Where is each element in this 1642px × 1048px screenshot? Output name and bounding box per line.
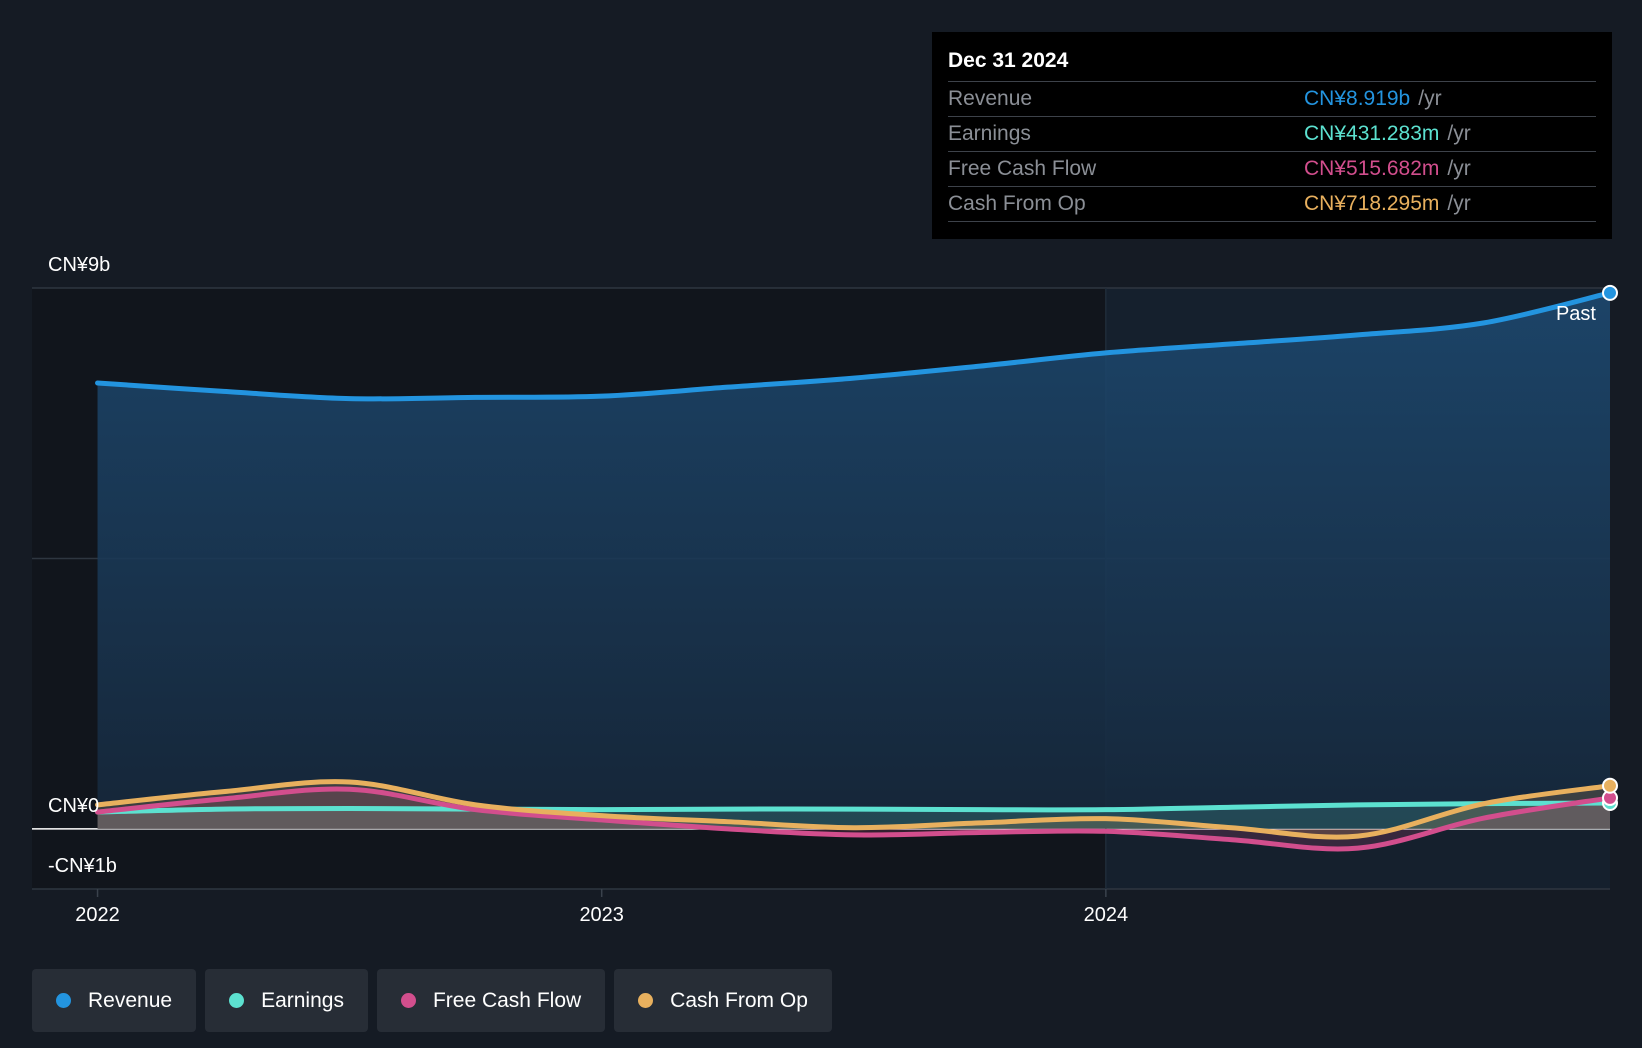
area-free-cash-flow	[97, 788, 1611, 849]
legend-item-free-cash-flow[interactable]: Free Cash Flow	[376, 969, 606, 1032]
legend-item-revenue[interactable]: Revenue	[32, 969, 197, 1032]
tooltip-unit: /yr	[1447, 122, 1471, 145]
line-revenue	[95, 290, 1613, 402]
legend-dot-icon	[400, 993, 416, 1008]
tooltip-unit: /yr	[1418, 87, 1442, 110]
y-tick-label: CN¥9b	[48, 254, 110, 276]
y-tick-label: CN¥0	[48, 795, 99, 817]
tooltip-unit: /yr	[1447, 157, 1471, 180]
tooltip-label: Earnings	[948, 122, 1031, 145]
legend-dot-icon	[229, 993, 245, 1008]
tooltip-unit: /yr	[1447, 192, 1471, 215]
tooltip-value: CN¥8.919b	[1304, 87, 1411, 110]
x-tick-label: 2024	[1084, 904, 1129, 926]
legend-item-earnings[interactable]: Earnings	[205, 969, 368, 1032]
legend-label: Earnings	[261, 988, 344, 1012]
legend-label: Cash From Op	[670, 988, 808, 1012]
tooltip-date: Dec 31 2024	[948, 46, 1596, 82]
line-free-cash-flow	[95, 786, 1613, 852]
x-tick-label: 2022	[75, 904, 120, 926]
tooltip-value: CN¥515.682m	[1304, 157, 1440, 180]
legend-label: Free Cash Flow	[432, 988, 582, 1012]
legend-item-cash-from-op[interactable]: Cash From Op	[614, 969, 832, 1032]
marker-revenue	[1602, 284, 1618, 301]
tooltip: Dec 31 2024 Revenue CN¥8.919b /yr Earnin…	[932, 32, 1612, 239]
tooltip-value: CN¥718.295m	[1304, 192, 1440, 215]
past-label: Past	[1556, 303, 1596, 325]
tooltip-label: Revenue	[948, 87, 1033, 110]
area-revenue	[97, 292, 1611, 829]
tooltip-row-cash-from-op: Cash From Op CN¥718.295m /yr	[948, 187, 1596, 222]
marker-cash-from-op	[1602, 777, 1618, 794]
legend: Revenue Earnings Free Cash Flow Cash Fro…	[32, 969, 832, 1032]
legend-dot-icon	[56, 993, 71, 1008]
area-cash-from-op	[97, 781, 1611, 838]
tooltip-row-revenue: Revenue CN¥8.919b /yr	[948, 82, 1596, 117]
tooltip-value: CN¥431.283m	[1304, 122, 1440, 145]
x-tick-label: 2023	[579, 904, 624, 926]
tooltip-row-earnings: Earnings CN¥431.283m /yr	[948, 117, 1596, 152]
tooltip-row-free-cash-flow: Free Cash Flow CN¥515.682m /yr	[948, 152, 1596, 187]
tooltip-label: Cash From Op	[948, 192, 1086, 215]
line-cash-from-op	[95, 779, 1613, 840]
tooltip-label: Free Cash Flow	[948, 157, 1097, 180]
legend-label: Revenue	[88, 988, 173, 1012]
legend-dot-icon	[638, 993, 654, 1008]
y-tick-label: -CN¥1b	[48, 855, 117, 877]
line-earnings	[95, 800, 1613, 815]
